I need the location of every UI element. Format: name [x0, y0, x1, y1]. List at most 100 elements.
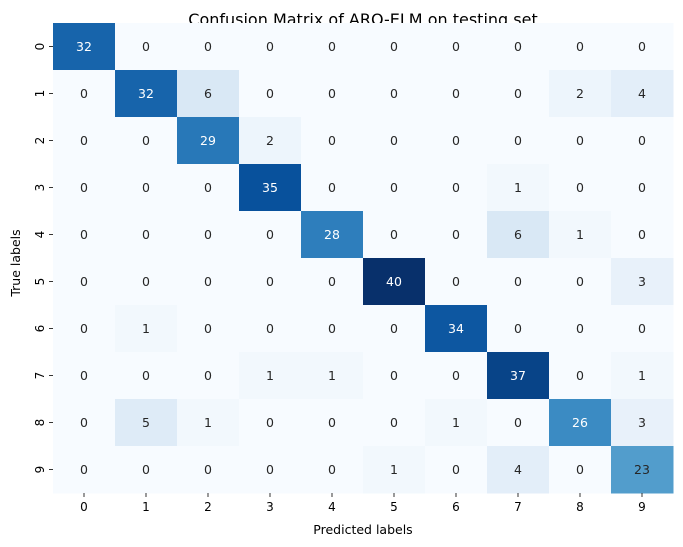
x-axis-ticks: 0 1 2 3 4 5 6 7 8 9 — [80, 493, 646, 514]
cell-value-8-0: 0 — [80, 415, 88, 430]
cell-value-2-4: 0 — [328, 133, 336, 148]
cell-value-0-2: 0 — [204, 39, 212, 54]
cell-value-6-2: 0 — [204, 321, 212, 336]
heatmap-cell-2-7 — [487, 117, 550, 165]
cell-value-4-9: 0 — [638, 227, 646, 242]
x-tick-label-5: 5 — [390, 500, 398, 514]
cell-value-3-9: 0 — [638, 180, 646, 195]
heatmap-cell-3-5 — [363, 164, 426, 212]
heatmap-cell-4-9 — [611, 211, 674, 259]
heatmap-cell-1-3 — [239, 70, 302, 118]
heatmap-cell-9-5 — [363, 446, 426, 494]
heatmap-cell-1-0 — [53, 70, 116, 118]
heatmap-cell-7-7 — [487, 352, 550, 400]
heatmap-cell-1-2 — [177, 70, 240, 118]
heatmap-cell-8-2 — [177, 399, 240, 447]
y-axis-label: True labels — [8, 229, 23, 297]
cell-value-3-1: 0 — [142, 180, 150, 195]
heatmap-cell-5-4 — [301, 258, 364, 306]
heatmap-cell-2-3 — [239, 117, 302, 165]
cell-value-7-9: 1 — [638, 368, 646, 383]
cell-value-5-1: 0 — [142, 274, 150, 289]
x-tick-label-6: 6 — [452, 500, 460, 514]
heatmap-cell-4-5 — [363, 211, 426, 259]
heatmap-cell-6-1 — [115, 305, 178, 353]
heatmap-cell-7-5 — [363, 352, 426, 400]
heatmap-cell-5-5 — [363, 258, 426, 306]
heatmap-cell-2-2 — [177, 117, 240, 165]
cell-value-6-5: 0 — [390, 321, 398, 336]
heatmap-cells: 32 0 0 0 0 0 0 0 0 00 32 6 0 0 0 0 0 2 40 0 29 2 0 0 0 0 0 00 0 0 35 0 0… — [53, 23, 674, 494]
heatmap-cell-6-8 — [549, 305, 612, 353]
y-tick-label-8: 8 — [33, 419, 47, 427]
cell-value-7-7: 37 — [510, 368, 526, 383]
cell-value-5-3: 0 — [266, 274, 274, 289]
cell-value-9-7: 4 — [514, 462, 522, 477]
heatmap-cell-7-9 — [611, 352, 674, 400]
heatmap-cell-0-0 — [53, 23, 116, 71]
cell-value-4-6: 0 — [452, 227, 460, 242]
cell-value-0-1: 0 — [142, 39, 150, 54]
cell-value-1-4: 0 — [328, 86, 336, 101]
cell-value-5-0: 0 — [80, 274, 88, 289]
x-axis-label: Predicted labels — [313, 522, 412, 537]
cell-value-5-8: 0 — [576, 274, 584, 289]
heatmap-cell-5-7 — [487, 258, 550, 306]
heatmap-cell-3-7 — [487, 164, 550, 212]
x-tick-label-4: 4 — [328, 500, 336, 514]
heatmap-cell-6-4 — [301, 305, 364, 353]
heatmap-cell-5-1 — [115, 258, 178, 306]
cell-value-6-8: 0 — [576, 321, 584, 336]
heatmap-cell-6-5 — [363, 305, 426, 353]
heatmap-cell-3-2 — [177, 164, 240, 212]
cell-value-5-7: 0 — [514, 274, 522, 289]
heatmap-cell-4-6 — [425, 211, 488, 259]
cell-value-2-8: 0 — [576, 133, 584, 148]
cell-value-1-5: 0 — [390, 86, 398, 101]
cell-value-5-5: 40 — [386, 274, 402, 289]
heatmap-cell-7-2 — [177, 352, 240, 400]
cell-value-9-6: 0 — [452, 462, 460, 477]
heatmap-cell-9-6 — [425, 446, 488, 494]
heatmap-cell-6-3 — [239, 305, 302, 353]
heatmap-cell-3-4 — [301, 164, 364, 212]
heatmap-cell-7-4 — [301, 352, 364, 400]
cell-value-6-6: 34 — [448, 321, 464, 336]
cell-value-0-7: 0 — [514, 39, 522, 54]
cell-value-2-6: 0 — [452, 133, 460, 148]
heatmap-cell-1-5 — [363, 70, 426, 118]
heatmap-cell-0-9 — [611, 23, 674, 71]
cell-value-7-2: 0 — [204, 368, 212, 383]
cell-value-8-8: 26 — [572, 415, 588, 430]
cell-value-1-9: 4 — [638, 86, 646, 101]
heatmap-cell-4-4 — [301, 211, 364, 259]
heatmap-cell-9-3 — [239, 446, 302, 494]
cell-value-4-1: 0 — [142, 227, 150, 242]
heatmap-cell-0-1 — [115, 23, 178, 71]
cell-value-1-1: 32 — [138, 86, 154, 101]
cell-value-0-9: 0 — [638, 39, 646, 54]
heatmap-cell-5-3 — [239, 258, 302, 306]
cell-value-6-7: 0 — [514, 321, 522, 336]
cell-value-5-6: 0 — [452, 274, 460, 289]
x-tick-label-1: 1 — [142, 500, 150, 514]
cell-value-8-7: 0 — [514, 415, 522, 430]
heatmap-cell-2-8 — [549, 117, 612, 165]
cell-value-7-5: 0 — [390, 368, 398, 383]
cell-value-0-0: 32 — [76, 39, 92, 54]
y-tick-label-2: 2 — [33, 137, 47, 145]
heatmap-cell-6-6 — [425, 305, 488, 353]
heatmap-cell-1-1 — [115, 70, 178, 118]
heatmap-cell-9-2 — [177, 446, 240, 494]
cell-value-9-4: 0 — [328, 462, 336, 477]
x-tick-label-0: 0 — [80, 500, 88, 514]
heatmap-cell-1-9 — [611, 70, 674, 118]
cell-value-7-8: 0 — [576, 368, 584, 383]
x-tick-label-2: 2 — [204, 500, 212, 514]
cell-value-9-5: 1 — [390, 462, 398, 477]
heatmap-cell-3-3 — [239, 164, 302, 212]
y-tick-label-9: 9 — [33, 466, 47, 474]
cell-value-0-3: 0 — [266, 39, 274, 54]
cell-value-2-3: 2 — [266, 133, 274, 148]
